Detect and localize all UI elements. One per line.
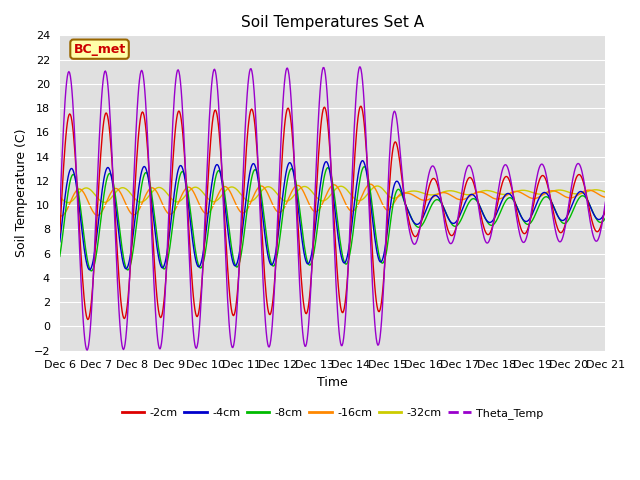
Legend: -2cm, -4cm, -8cm, -16cm, -32cm, Theta_Temp: -2cm, -4cm, -8cm, -16cm, -32cm, Theta_Te… bbox=[117, 404, 548, 423]
Text: BC_met: BC_met bbox=[74, 43, 125, 56]
Title: Soil Temperatures Set A: Soil Temperatures Set A bbox=[241, 15, 424, 30]
X-axis label: Time: Time bbox=[317, 376, 348, 389]
Y-axis label: Soil Temperature (C): Soil Temperature (C) bbox=[15, 129, 28, 257]
